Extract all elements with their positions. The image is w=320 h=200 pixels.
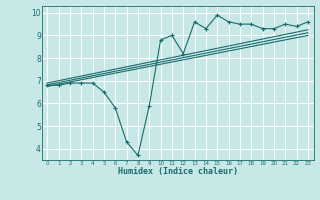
X-axis label: Humidex (Indice chaleur): Humidex (Indice chaleur) xyxy=(118,167,237,176)
